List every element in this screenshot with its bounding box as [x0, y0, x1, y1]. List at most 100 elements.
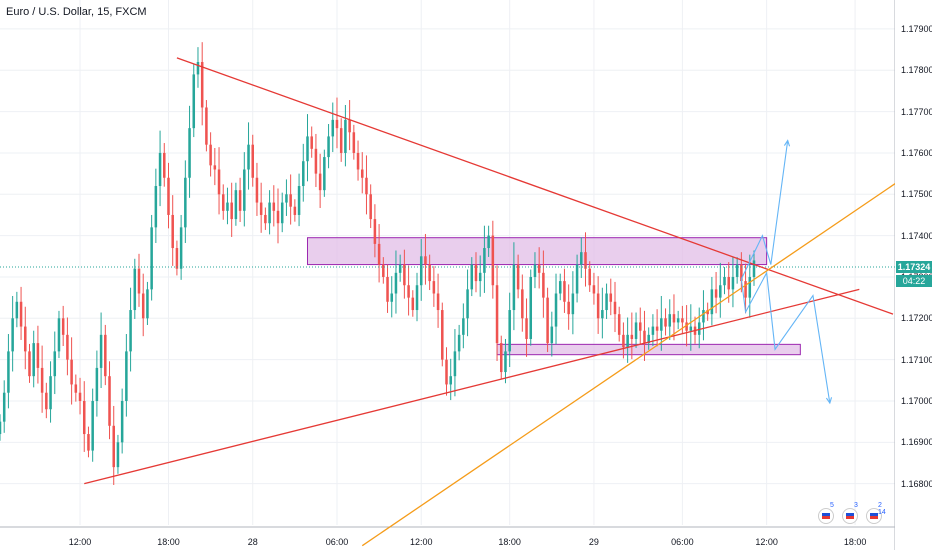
price-chart[interactable] [0, 0, 895, 550]
candle-body [702, 310, 705, 323]
candle-body [697, 322, 701, 335]
candle-body [676, 318, 680, 323]
candle-body [744, 281, 747, 298]
time-tick-label: 06:00 [671, 537, 694, 547]
candle-body [213, 165, 217, 170]
candle-body [323, 157, 326, 191]
candle-body [137, 268, 141, 294]
candle-body [209, 144, 212, 166]
candle-body [727, 276, 730, 290]
candle-body [61, 318, 65, 335]
candle-body [141, 293, 145, 319]
candle-body [470, 264, 474, 290]
candle-body [217, 169, 221, 195]
candle-body [474, 264, 478, 282]
time-tick-label: 18:00 [498, 537, 521, 547]
candle-body [398, 264, 402, 273]
time-tick-label: 18:00 [843, 537, 867, 547]
candle-body [154, 186, 158, 228]
candle-body [40, 367, 44, 393]
candle-body [28, 351, 31, 377]
flag-event-icon[interactable] [818, 508, 834, 524]
candle-body [689, 326, 693, 331]
candle-body [719, 285, 722, 298]
candle-body [394, 272, 398, 294]
candle-body [175, 248, 179, 269]
candle-body [192, 74, 196, 129]
candle-body [735, 264, 739, 277]
candle-body [529, 276, 533, 339]
candle-body [681, 318, 684, 323]
candle-body [251, 144, 254, 178]
candle-body [386, 276, 389, 302]
candle-body [571, 293, 575, 315]
candle-body [740, 264, 743, 282]
candle-body [462, 318, 465, 335]
candle-body [230, 202, 233, 220]
candle-body [11, 318, 14, 352]
candle-body [158, 152, 162, 187]
event-count: 3 [854, 502, 858, 509]
candle-body [710, 289, 714, 315]
candle-body [714, 289, 718, 298]
price-tick-label: 1.17200 [901, 313, 932, 324]
candle-body [630, 334, 634, 339]
price-tick-label: 1.17400 [901, 230, 932, 241]
candle-body [592, 285, 596, 294]
candle-body [533, 264, 537, 277]
candle-body [441, 310, 444, 360]
candle-body [280, 202, 284, 224]
candle-body [184, 177, 187, 228]
candle-body [0, 421, 2, 435]
candle-body [276, 210, 280, 224]
event-count: 5 [830, 502, 834, 509]
bar-countdown-badge: 04:22 [896, 275, 932, 288]
candle-body [419, 256, 423, 286]
candle-body [516, 264, 520, 290]
candle-body [36, 343, 40, 368]
candle-body [289, 194, 292, 207]
candle-body [226, 202, 229, 211]
candle-body [525, 318, 528, 339]
candle-body [622, 334, 625, 348]
candle-body [575, 264, 579, 294]
candle-body [352, 132, 356, 153]
candle-body [731, 276, 735, 290]
candle-body [647, 334, 650, 344]
candle-body [7, 351, 10, 393]
candle-body [95, 367, 99, 401]
candle-body [78, 392, 82, 401]
candle-body [752, 260, 756, 277]
time-tick-label: 12:00 [68, 537, 92, 547]
flag-event-icon[interactable] [842, 508, 858, 524]
candle-body [377, 243, 381, 265]
candle-body [125, 351, 128, 401]
candle-body [356, 152, 360, 170]
flag-event-icon[interactable] [866, 508, 882, 524]
candle-body [466, 289, 469, 319]
candle-body [243, 169, 246, 211]
candle-body [112, 425, 115, 468]
candle-body [66, 334, 69, 360]
candle-body [268, 202, 271, 224]
candle-body [163, 152, 166, 178]
candle-body [453, 351, 457, 377]
candle-body [205, 107, 208, 145]
candle-body [651, 326, 655, 335]
candle-body [272, 202, 276, 211]
candle-body [129, 310, 132, 352]
candle-body [167, 177, 170, 215]
candle-body [617, 314, 621, 335]
price-tick-label: 1.17000 [901, 395, 932, 406]
candle-body [542, 272, 545, 298]
candle-body [82, 400, 86, 435]
trendline-upper-red [176, 57, 894, 315]
time-tick-label: 12:00 [755, 537, 778, 547]
candle-body [74, 384, 78, 393]
candle-body [495, 285, 499, 344]
candle-body [369, 194, 372, 220]
bullish-path [740, 140, 789, 280]
current-price-badge: 1.17324 [896, 261, 932, 274]
candle-body [478, 272, 482, 282]
